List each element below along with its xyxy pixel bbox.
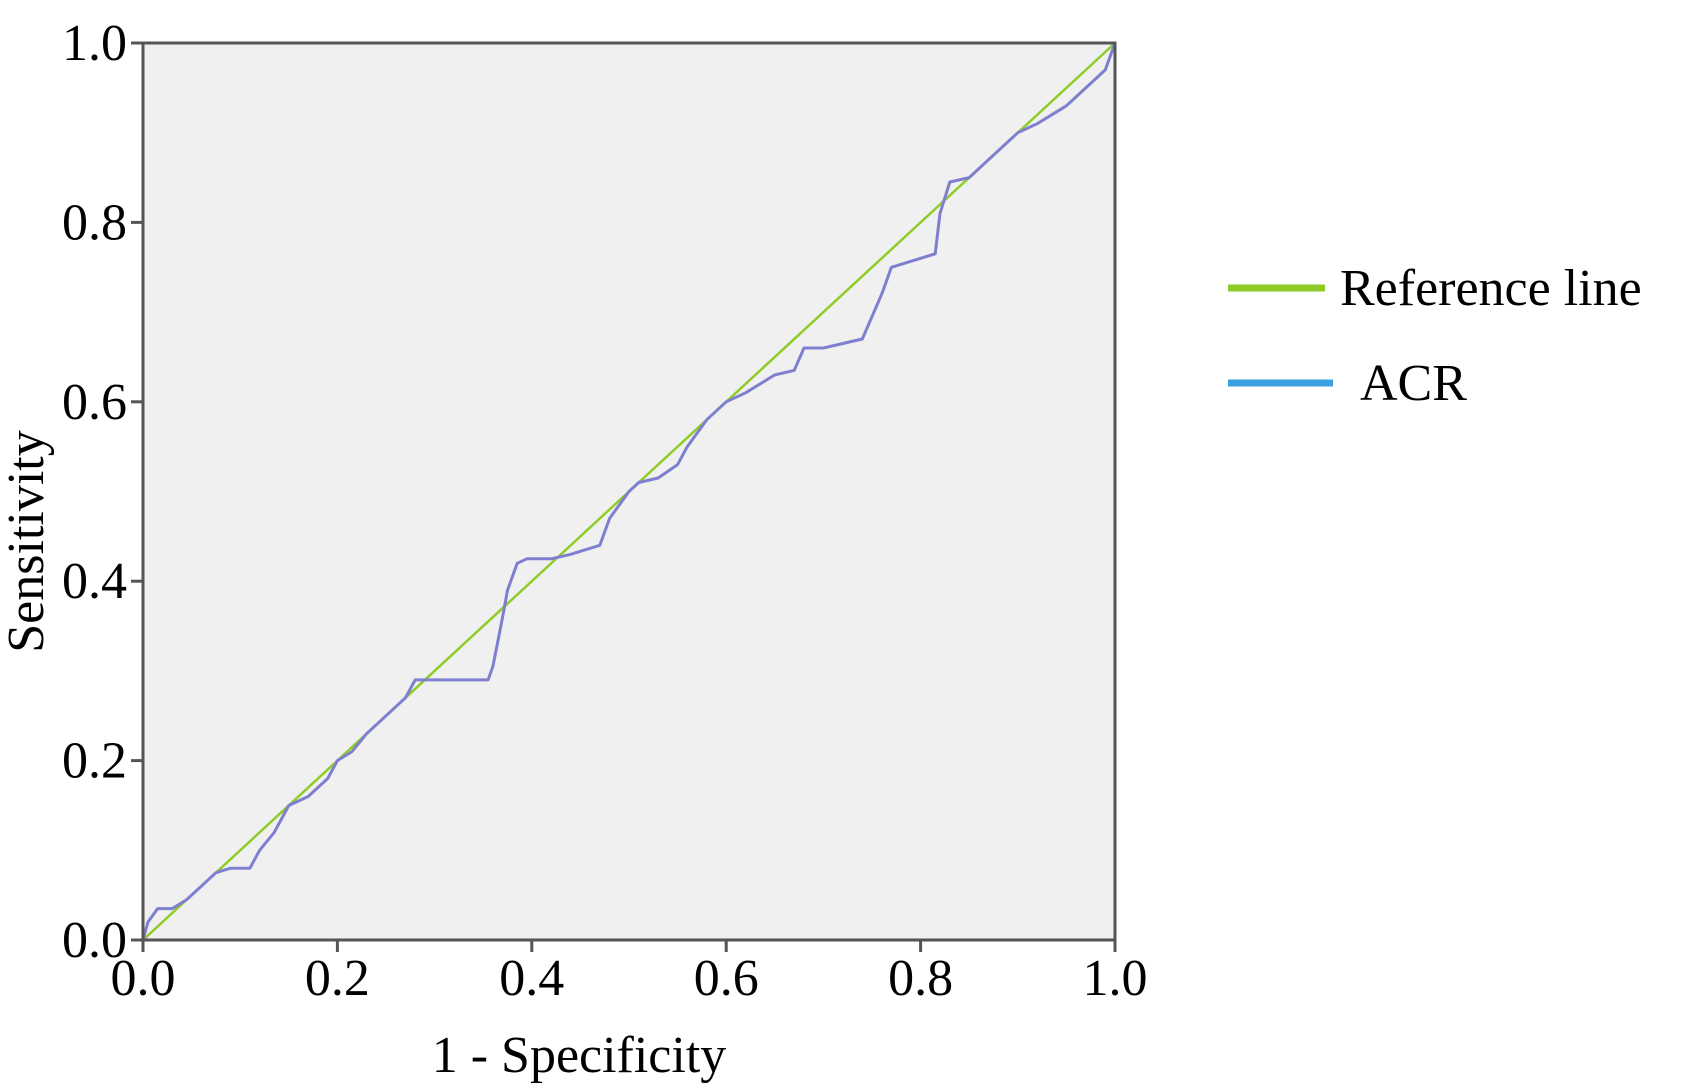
plot-frame [141, 41, 1117, 942]
y-tick-label: 0.0 [62, 912, 127, 969]
y-tick-label: 0.6 [62, 374, 127, 431]
x-tick-label: 0.2 [305, 950, 370, 1007]
legend-label: ACR [1360, 355, 1467, 412]
x-axis: 0.0 0.2 0.4 0.6 0.8 1.0 [111, 940, 1148, 1007]
y-tick-label: 0.2 [62, 733, 127, 790]
legend-label: Reference line [1340, 260, 1642, 317]
x-tick-label: 0.0 [111, 950, 176, 1007]
legend: Reference line ACR [1228, 260, 1642, 412]
x-tick-label: 0.4 [499, 950, 564, 1007]
series-layer [141, 42, 1117, 941]
series-line-acr [141, 42, 1117, 941]
x-tick-label: 0.6 [694, 950, 759, 1007]
y-axis: 0.0 0.2 0.4 0.6 0.8 1.0 [62, 15, 143, 969]
y-tick-label: 0.8 [62, 194, 127, 251]
y-tick-label: 1.0 [62, 15, 127, 72]
x-tick-label: 0.8 [888, 950, 953, 1007]
y-tick-label: 0.4 [62, 553, 127, 610]
y-axis-title: Sensitivity [0, 430, 55, 652]
x-tick-label: 1.0 [1083, 950, 1148, 1007]
x-axis-title: 1 - Specificity [432, 1027, 727, 1084]
